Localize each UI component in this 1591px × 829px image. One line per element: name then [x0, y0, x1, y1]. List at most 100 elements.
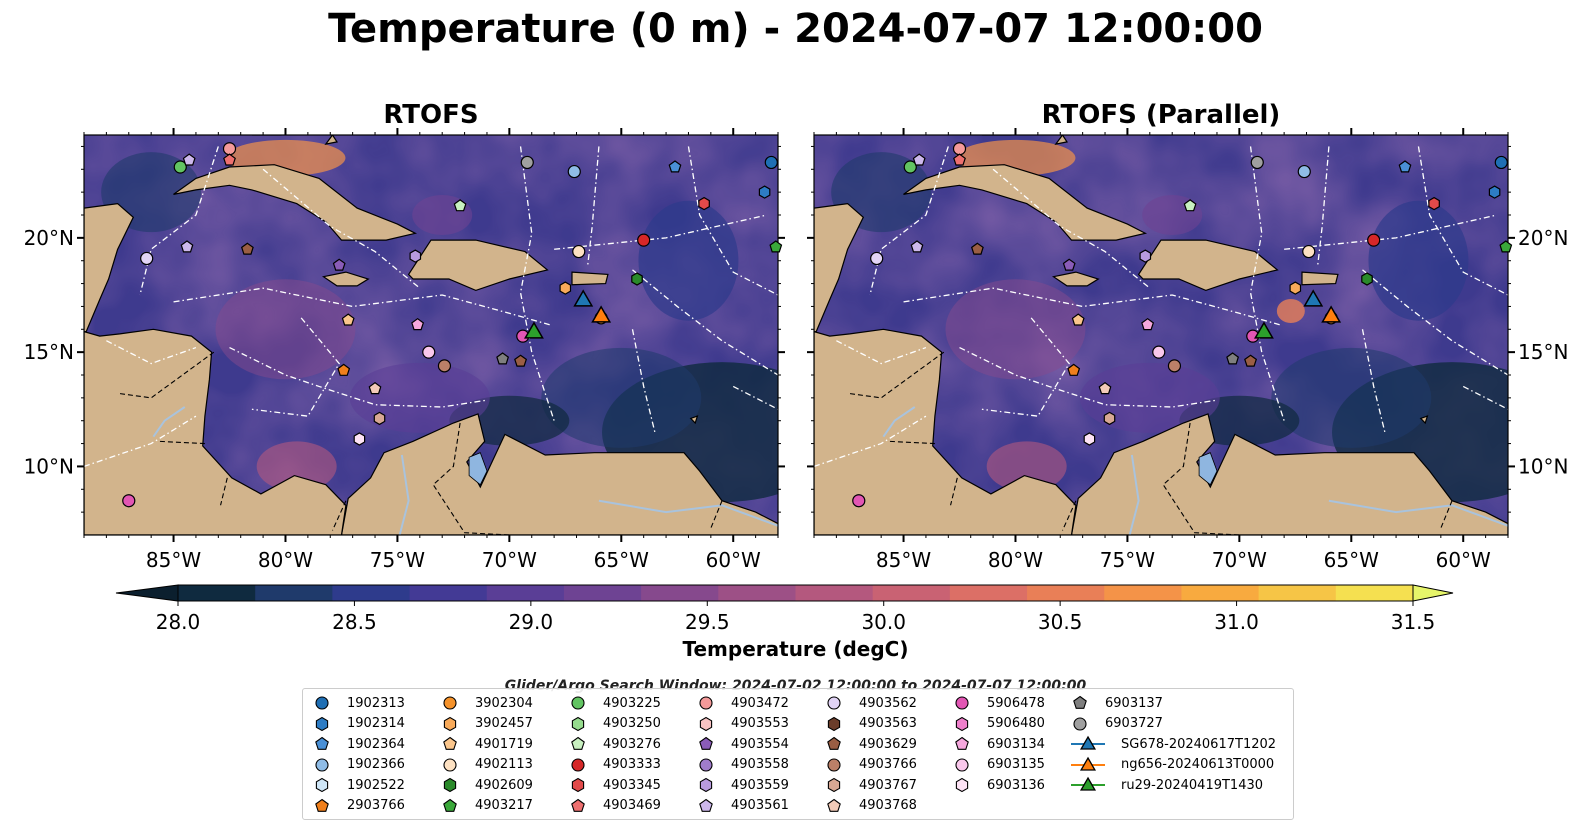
legend-entry[interactable]: 4903562 — [825, 693, 917, 713]
argo-float-marker[interactable] — [769, 240, 783, 253]
argo-float-marker[interactable] — [1226, 352, 1240, 365]
argo-float-marker[interactable] — [1250, 155, 1264, 170]
legend-entry[interactable]: 4903333 — [569, 755, 661, 775]
legend-entry[interactable]: 4903554 — [697, 734, 789, 754]
argo-float-marker[interactable] — [637, 233, 651, 247]
argo-float-marker[interactable] — [910, 240, 924, 253]
argo-float-marker[interactable] — [668, 160, 682, 173]
argo-float-marker[interactable] — [240, 242, 254, 255]
legend-entry[interactable]: ru29-20240419T1430 — [1071, 775, 1263, 795]
argo-float-marker[interactable] — [373, 411, 386, 426]
legend-entry[interactable]: 4903472 — [697, 693, 789, 713]
glider-marker[interactable] — [523, 321, 544, 339]
argo-float-marker[interactable] — [353, 432, 366, 446]
argo-float-marker[interactable] — [1152, 345, 1166, 359]
argo-float-marker[interactable] — [496, 352, 510, 365]
argo-float-marker[interactable] — [1499, 240, 1513, 253]
left-map[interactable]: 85°W 80°W 75°W 70°W 65°W 60°W 20°N 15°N 10°N — [24, 124, 842, 572]
argo-float-marker[interactable] — [870, 251, 884, 266]
argo-float-marker[interactable] — [1067, 363, 1081, 376]
argo-float-marker[interactable] — [631, 272, 643, 286]
argo-float-marker[interactable] — [173, 160, 187, 174]
legend-entry[interactable]: 5906480 — [953, 714, 1045, 734]
legend-entry[interactable]: 6903135 — [953, 755, 1045, 775]
legend-entry[interactable]: 4903766 — [825, 755, 917, 775]
argo-float-marker[interactable] — [514, 354, 528, 367]
argo-float-marker[interactable] — [341, 313, 355, 326]
glider-marker[interactable] — [1303, 289, 1324, 307]
argo-float-marker[interactable] — [223, 153, 236, 166]
legend-entry[interactable]: 4903559 — [697, 775, 789, 795]
argo-float-marker[interactable] — [764, 155, 778, 170]
legend-entry[interactable]: 6903134 — [953, 734, 1045, 754]
legend-entry[interactable]: SG678-20240617T1202 — [1071, 734, 1276, 754]
argo-float-marker[interactable] — [1302, 244, 1316, 259]
legend-entry[interactable]: 3902304 — [441, 693, 533, 713]
legend-entry[interactable]: 1902313 — [313, 693, 405, 713]
argo-float-marker[interactable] — [332, 258, 346, 271]
argo-float-marker[interactable] — [1367, 233, 1381, 247]
argo-float-marker[interactable] — [520, 155, 534, 170]
legend-entry[interactable]: 4903225 — [569, 693, 661, 713]
legend-entry[interactable]: 4901719 — [441, 734, 533, 754]
legend-entry[interactable]: 1902314 — [313, 714, 405, 734]
argo-float-marker[interactable] — [903, 160, 917, 174]
argo-float-marker[interactable] — [1083, 432, 1096, 446]
argo-float-marker[interactable] — [337, 363, 351, 376]
argo-float-marker[interactable] — [409, 249, 422, 263]
argo-float-marker[interactable] — [422, 345, 436, 359]
argo-float-marker[interactable] — [453, 199, 467, 212]
argo-float-marker[interactable] — [1398, 160, 1412, 173]
argo-float-marker[interactable] — [1141, 317, 1155, 331]
glider-marker[interactable] — [573, 289, 594, 307]
glider-marker[interactable] — [1321, 305, 1342, 323]
legend-entry[interactable]: 4903250 — [569, 714, 661, 734]
argo-float-marker[interactable] — [953, 153, 966, 166]
argo-float-marker[interactable] — [952, 142, 967, 156]
argo-float-marker[interactable] — [1289, 281, 1302, 295]
legend-entry[interactable]: 4903345 — [569, 775, 661, 795]
glider-marker[interactable] — [591, 305, 612, 323]
legend-entry[interactable]: 4903276 — [569, 734, 661, 754]
legend-entry[interactable]: 1902364 — [313, 734, 405, 754]
legend-entry[interactable]: 4902609 — [441, 775, 533, 795]
argo-float-marker[interactable] — [572, 244, 586, 259]
argo-float-marker[interactable] — [411, 317, 425, 331]
legend-entry[interactable]: 1902366 — [313, 755, 405, 775]
legend-entry[interactable]: 4903768 — [825, 796, 917, 816]
argo-float-marker[interactable] — [970, 242, 984, 255]
argo-float-marker[interactable] — [758, 185, 771, 199]
glider-marker[interactable] — [1253, 321, 1274, 339]
argo-float-marker[interactable] — [852, 494, 866, 508]
argo-float-marker[interactable] — [368, 381, 382, 395]
legend-entry[interactable]: 2903766 — [313, 796, 405, 816]
argo-float-marker[interactable] — [180, 240, 194, 253]
argo-float-marker[interactable] — [567, 164, 581, 179]
legend-entry[interactable]: 3902457 — [441, 714, 533, 734]
legend-entry[interactable]: 4903558 — [697, 755, 789, 775]
right-map[interactable]: 85°W 80°W 75°W 70°W 65°W 60°W 20°N 15°N 10°N — [776, 124, 1572, 572]
legend-entry[interactable]: 4903469 — [569, 796, 661, 816]
argo-float-marker[interactable] — [1098, 381, 1112, 395]
argo-float-marker[interactable] — [1361, 272, 1373, 286]
legend-entry[interactable]: 1902522 — [313, 775, 405, 795]
argo-float-marker[interactable] — [182, 153, 196, 166]
legend-entry[interactable]: ng656-20240613T0000 — [1071, 755, 1274, 775]
legend-entry[interactable]: 5906478 — [953, 693, 1045, 713]
argo-float-marker[interactable] — [437, 359, 452, 373]
legend-entry[interactable]: 6903727 — [1071, 714, 1163, 734]
legend-entry[interactable]: 6903137 — [1071, 693, 1163, 713]
argo-float-marker[interactable] — [559, 281, 572, 295]
legend-entry[interactable]: 4903563 — [825, 714, 917, 734]
argo-float-marker[interactable] — [912, 153, 926, 166]
argo-float-marker[interactable] — [222, 142, 237, 156]
argo-float-marker[interactable] — [1139, 249, 1152, 263]
argo-float-marker[interactable] — [1488, 185, 1501, 199]
argo-float-marker[interactable] — [1071, 313, 1085, 326]
argo-float-marker[interactable] — [698, 196, 710, 211]
argo-float-marker[interactable] — [1103, 411, 1116, 426]
legend-entry[interactable]: 4902113 — [441, 755, 533, 775]
argo-float-marker[interactable] — [140, 251, 154, 266]
legend-entry[interactable]: 4903767 — [825, 775, 917, 795]
legend-entry[interactable]: 4903553 — [697, 714, 789, 734]
